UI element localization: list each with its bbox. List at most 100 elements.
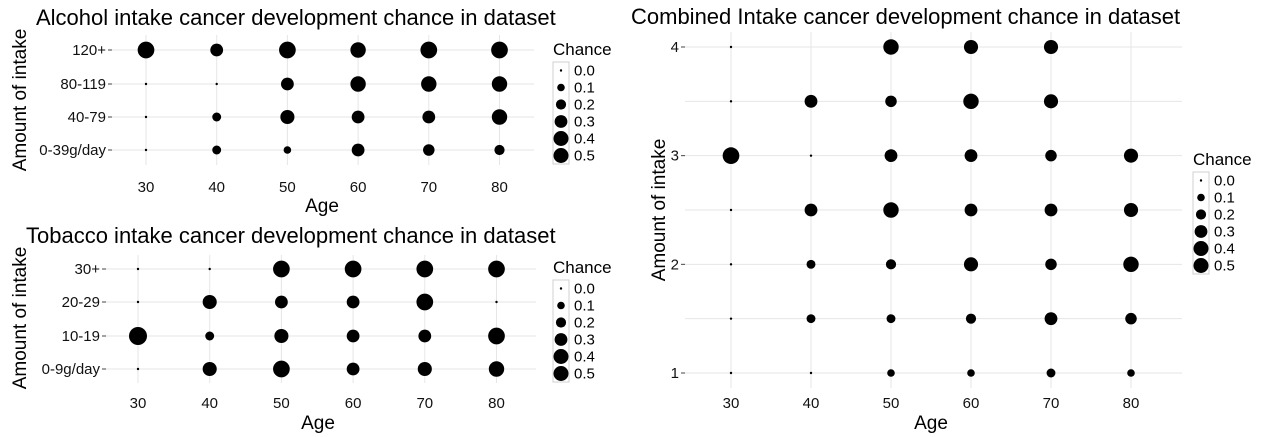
alcohol-x-tick-label: 30 <box>138 179 155 196</box>
combined-point <box>965 313 977 324</box>
tobacco-point <box>202 361 217 377</box>
combined-point <box>885 95 897 108</box>
tobacco-point <box>417 361 432 377</box>
tobacco-point <box>273 360 290 378</box>
combined-legend-label: 0.4 <box>1214 241 1235 258</box>
tobacco-legend-key <box>554 333 568 346</box>
alcohol-point <box>212 112 222 122</box>
alcohol-point <box>351 143 365 157</box>
tobacco-legend-key <box>553 366 569 381</box>
tobacco-legend-label: 0.1 <box>574 298 595 315</box>
alcohol-point <box>215 82 218 86</box>
combined-x-tick-label: 70 <box>1043 395 1060 412</box>
tobacco-point <box>495 300 498 304</box>
combined-point <box>885 259 897 270</box>
combined-legend-key <box>1197 193 1205 202</box>
combined-legend-label: 0.0 <box>1214 173 1235 190</box>
combined-point <box>809 154 813 157</box>
alcohol-x-axis-title: Age <box>305 196 339 217</box>
combined-legend-key <box>1193 258 1209 273</box>
alcohol-x-tick-label: 70 <box>420 179 437 196</box>
combined-point <box>884 149 898 163</box>
alcohol-point <box>350 42 366 58</box>
tobacco-points <box>129 260 505 378</box>
combined-y-tick-label: 3 <box>671 148 679 165</box>
alcohol-x-tick-label: 50 <box>279 179 296 196</box>
combined-point <box>1125 312 1137 325</box>
tobacco-y-tick-label: 10-19 <box>62 328 100 345</box>
combined-point <box>729 45 733 49</box>
alcohol-legend-key <box>554 115 568 128</box>
combined-legend-label: 0.1 <box>1214 190 1235 207</box>
combined-point <box>1044 312 1058 326</box>
tobacco-legend-label: 0.3 <box>574 332 595 349</box>
alcohol-point <box>279 41 296 59</box>
combined-point <box>1043 94 1059 109</box>
tobacco-point <box>274 328 289 344</box>
alcohol-x-tick-label: 60 <box>350 179 367 196</box>
tobacco-point <box>275 295 288 309</box>
tobacco-y-tick-label: 0-9g/day <box>42 361 101 378</box>
tobacco-point <box>208 267 211 271</box>
tobacco-legend: Chance 0.00.10.20.30.40.5 <box>552 258 612 383</box>
alcohol-point <box>491 109 508 125</box>
combined-legend-label: 0.3 <box>1214 224 1235 241</box>
combined-point <box>883 202 899 218</box>
alcohol-point <box>421 76 437 92</box>
tobacco-point <box>346 295 360 309</box>
alcohol-legend-label: 0.1 <box>574 80 595 97</box>
combined-legend-label: 0.5 <box>1214 258 1235 275</box>
tobacco-x-tick-label: 70 <box>416 395 433 412</box>
alcohol-legend-label: 0.4 <box>574 131 595 148</box>
combined-point <box>1045 149 1057 162</box>
combined-legend-key <box>1194 225 1208 238</box>
tobacco-point <box>488 361 505 377</box>
tobacco-chart-title: Tobacco intake cancer development chance… <box>26 223 556 248</box>
combined-point <box>804 203 818 217</box>
combined-y-axis-title: Amount of intake <box>649 139 670 282</box>
combined-point <box>1043 39 1059 55</box>
alcohol-point <box>491 76 508 92</box>
tobacco-point <box>488 327 505 345</box>
tobacco-point <box>488 260 505 278</box>
alcohol-legend-label: 0.5 <box>574 148 595 165</box>
tobacco-x-tick-label: 40 <box>201 395 218 412</box>
alcohol-point <box>137 41 155 59</box>
tobacco-legend-label: 0.0 <box>574 281 595 298</box>
alcohol-point <box>422 110 436 124</box>
combined-legend-key <box>1199 179 1203 182</box>
combined-point <box>804 94 818 108</box>
tobacco-legend-label: 0.2 <box>574 315 595 332</box>
combined-point <box>729 263 733 266</box>
combined-point <box>729 371 733 375</box>
alcohol-legend-label: 0.3 <box>574 114 595 131</box>
tobacco-legend-key <box>559 287 563 290</box>
alcohol-y-axis-title: Amount of intake <box>10 29 31 172</box>
combined-point <box>809 371 813 375</box>
tobacco-tick-labels: 30 40 50 60 70 80 0-9g/day 10-19 20-29 30+ <box>42 261 505 412</box>
tobacco-legend-title: Chance <box>553 258 612 277</box>
alcohol-point <box>144 82 148 86</box>
tobacco-point <box>416 293 434 311</box>
alcohol-y-tick-label: 40-79 <box>68 109 106 126</box>
combined-x-tick-label: 80 <box>1123 395 1140 412</box>
alcohol-points <box>137 41 508 157</box>
alcohol-point <box>210 43 224 57</box>
combined-point <box>722 147 740 165</box>
tobacco-x-tick-label: 30 <box>130 395 147 412</box>
combined-point <box>1123 256 1139 273</box>
tobacco-legend-label: 0.4 <box>574 349 595 366</box>
tobacco-x-axis-title: Age <box>301 413 335 434</box>
tobacco-y-tick-label: 20-29 <box>62 294 100 311</box>
combined-point <box>883 39 899 55</box>
tobacco-point <box>273 260 290 278</box>
tobacco-point <box>346 329 360 343</box>
alcohol-point <box>420 41 438 59</box>
tobacco-point <box>346 362 360 376</box>
alcohol-point <box>212 145 222 155</box>
alcohol-point <box>283 146 292 154</box>
alcohol-point <box>144 115 148 119</box>
alcohol-x-tick-label: 40 <box>208 179 225 196</box>
combined-point <box>964 203 978 217</box>
